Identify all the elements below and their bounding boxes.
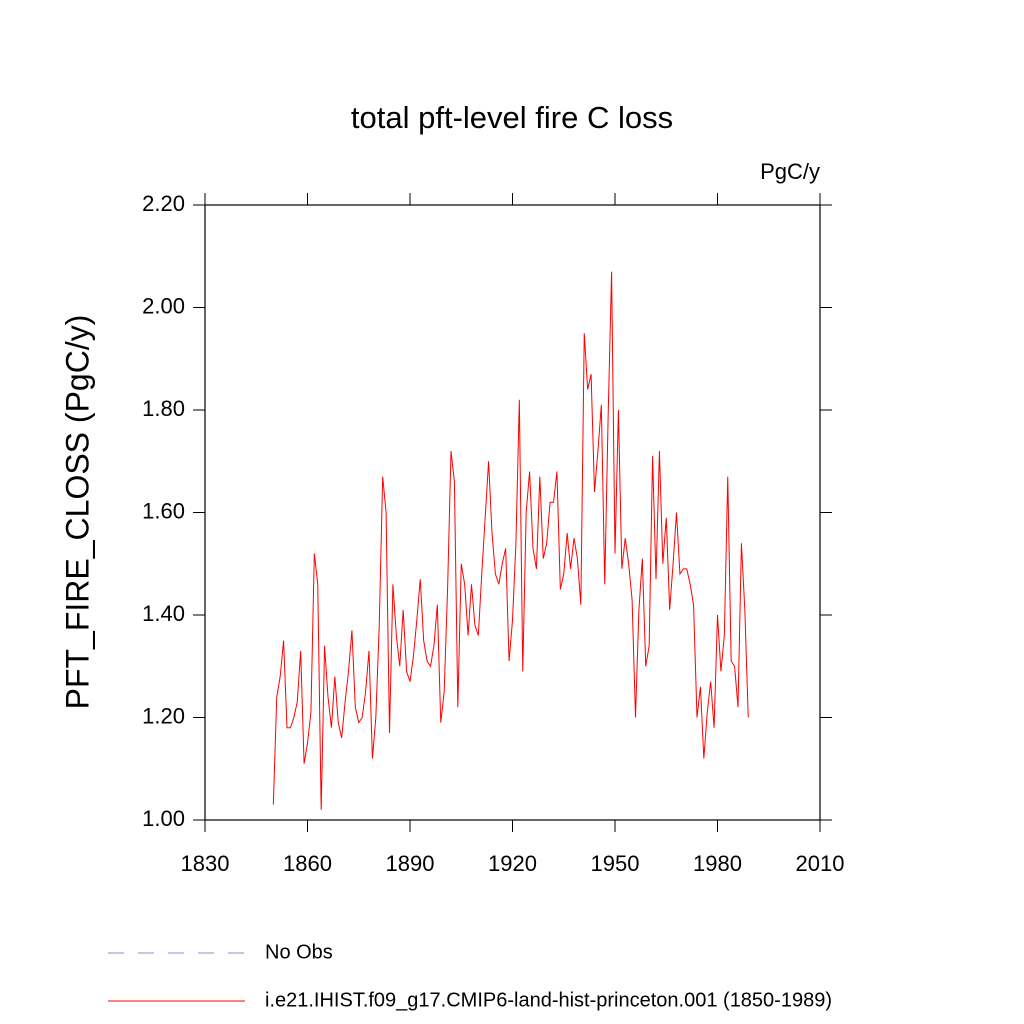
x-tick-label: 1980 [693,851,742,876]
x-tick-label: 1920 [488,851,537,876]
y-tick-label: 1.60 [142,498,185,523]
data-line [272,271,749,810]
y-tick-label: 2.20 [142,191,185,216]
legend-label: No Obs [265,941,333,963]
x-tick-label: 1860 [283,851,332,876]
chart-title: total pft-level fire C loss [351,100,673,135]
x-tick-label: 1890 [386,851,435,876]
x-tick-label: 2010 [796,851,845,876]
y-tick-label: 1.80 [142,396,185,421]
y-tick-label: 1.00 [142,806,185,831]
y-axis-label: PFT_FIRE_CLOSS (PgC/y) [59,315,95,710]
y-tick-label: 2.00 [142,293,185,318]
units-label: PgC/y [760,159,820,184]
y-tick-label: 1.40 [142,601,185,626]
plot-frame [204,204,821,821]
legend-label: i.e21.IHIST.f09_g17.CMIP6-land-hist-prin… [265,989,832,1011]
y-tick-label: 1.20 [142,703,185,728]
x-tick-label: 1950 [591,851,640,876]
x-tick-label: 1830 [181,851,230,876]
